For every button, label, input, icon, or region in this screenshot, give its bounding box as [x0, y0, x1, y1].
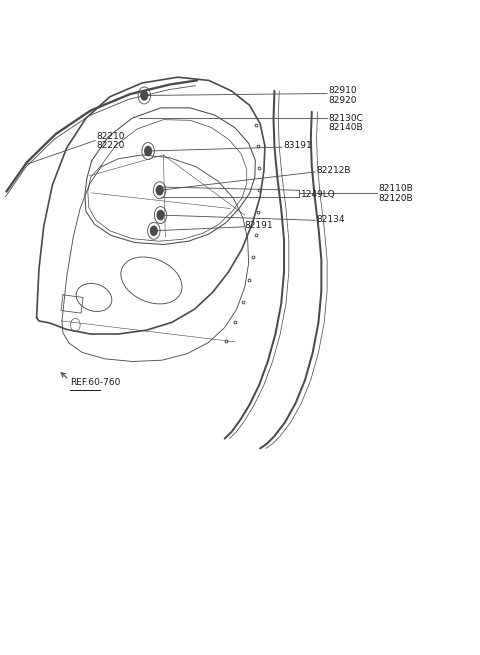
- Text: 82110B: 82110B: [379, 185, 414, 193]
- Text: 1249LQ: 1249LQ: [301, 190, 336, 198]
- Text: 82130C: 82130C: [328, 114, 363, 123]
- Circle shape: [141, 91, 148, 100]
- Text: 83191: 83191: [283, 141, 312, 150]
- Circle shape: [145, 147, 152, 156]
- Text: 82134: 82134: [317, 214, 345, 223]
- Text: 82220: 82220: [96, 141, 125, 150]
- Circle shape: [151, 226, 157, 235]
- Text: 82212B: 82212B: [317, 166, 351, 175]
- Circle shape: [157, 210, 164, 219]
- Circle shape: [156, 185, 163, 195]
- Text: 82920: 82920: [328, 96, 357, 105]
- Text: 82191: 82191: [245, 221, 274, 230]
- Text: 82120B: 82120B: [379, 194, 413, 202]
- Text: 82210: 82210: [96, 132, 125, 141]
- Text: 82140B: 82140B: [328, 123, 363, 132]
- Text: REF.60-760: REF.60-760: [70, 378, 120, 387]
- Text: 82910: 82910: [328, 86, 357, 96]
